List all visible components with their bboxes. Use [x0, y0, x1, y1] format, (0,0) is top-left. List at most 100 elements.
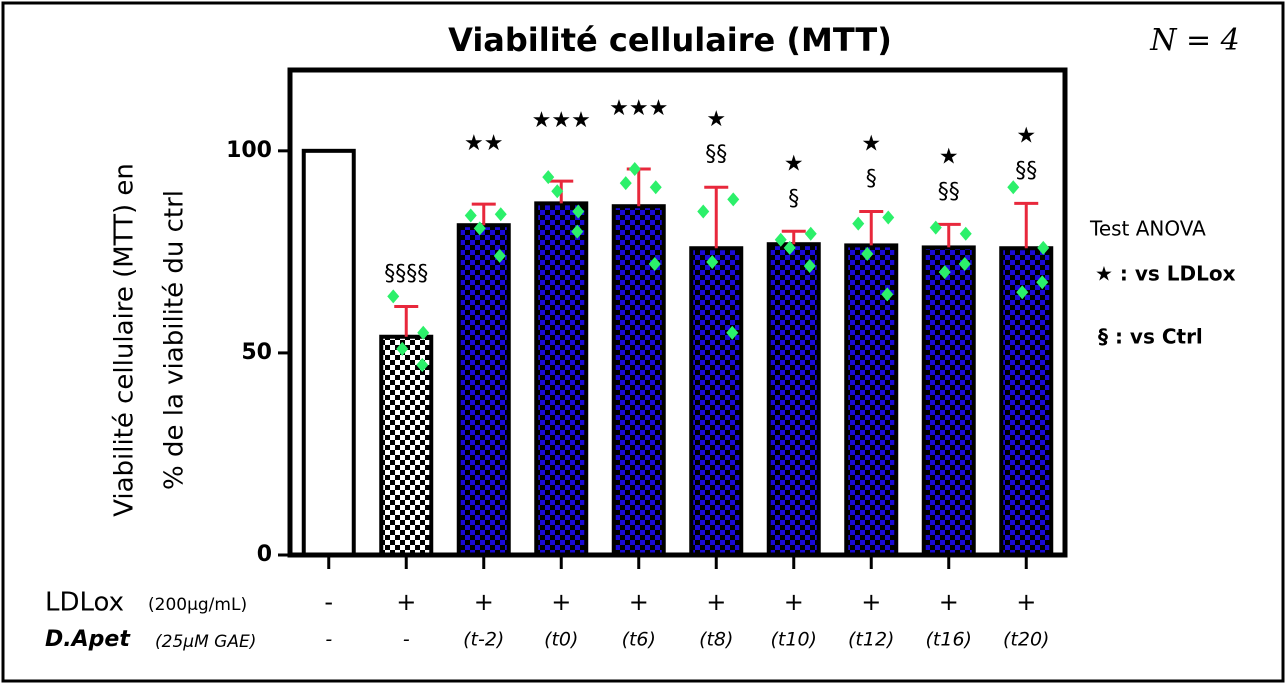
condition-value: +	[474, 588, 494, 616]
condition-value: +	[784, 588, 804, 616]
annotation: §§	[1015, 158, 1037, 183]
annotation: ★	[706, 107, 726, 132]
annotation: §	[788, 186, 799, 211]
condition-value: -	[324, 588, 333, 616]
data-point	[929, 220, 942, 235]
legend-entry: § : vs Ctrl	[1098, 325, 1203, 349]
condition-unit: (200µg/mL)	[148, 595, 247, 615]
y-label-line: Viabilité cellulaire (MTT) en	[110, 163, 140, 517]
data-point	[1007, 180, 1020, 195]
error-bar	[781, 229, 806, 245]
annotation: §§	[938, 179, 960, 204]
data-point	[706, 254, 719, 269]
bar	[611, 204, 666, 557]
data-point	[881, 287, 894, 302]
data-point	[852, 216, 865, 231]
y-tick-label: 0	[257, 542, 272, 567]
error-bar	[394, 304, 419, 337]
data-point	[958, 257, 971, 271]
data-point	[861, 246, 874, 261]
condition-value: (t16)	[926, 629, 972, 651]
bar	[301, 148, 356, 557]
data-point	[726, 325, 739, 340]
data-point	[396, 341, 409, 356]
annotation: §	[866, 166, 877, 191]
condition-value: (t10)	[771, 629, 817, 651]
data-point	[803, 259, 816, 274]
data-point	[727, 192, 740, 207]
error-bar	[471, 202, 496, 226]
data-point	[959, 226, 972, 241]
bar	[379, 334, 434, 557]
condition-label: LDLox	[45, 588, 124, 618]
annotation: ★	[861, 131, 881, 156]
data-point	[697, 204, 710, 219]
data-point	[473, 221, 486, 236]
condition-value: +	[1016, 588, 1036, 616]
data-point	[493, 248, 506, 263]
error-bar	[626, 167, 651, 207]
condition-value: -	[325, 629, 332, 651]
condition-value: (t0)	[544, 629, 578, 651]
condition-value: (t20)	[1003, 629, 1049, 651]
data-point	[551, 184, 564, 199]
y-label-line: % de la viabilité du ctrl	[160, 190, 190, 490]
data-point	[464, 208, 477, 223]
data-point	[387, 289, 400, 304]
condition-label: D.Apet	[45, 627, 131, 652]
data-point	[494, 207, 507, 222]
error-bar	[859, 209, 884, 246]
y-label: Viabilité cellulaire (MTT) en % de la vi…	[110, 163, 190, 517]
y-tick-label: 100	[226, 138, 272, 163]
condition-value: +	[939, 588, 959, 616]
condition-value: (t12)	[848, 629, 894, 651]
y-tick-label: 50	[241, 340, 272, 365]
condition-value: +	[396, 588, 416, 616]
data-point	[1016, 285, 1029, 300]
error-bar	[1014, 201, 1039, 249]
chart-title: Viabilité cellulaire (MTT)	[448, 21, 892, 59]
bar	[456, 223, 511, 557]
data-point	[417, 325, 430, 340]
data-point	[619, 176, 632, 191]
condition-value: +	[861, 588, 881, 616]
data-point	[571, 224, 584, 239]
bar	[766, 242, 821, 557]
condition-value: -	[403, 629, 410, 651]
data-point	[1037, 240, 1050, 255]
condition-unit: (25µM GAE)	[155, 632, 256, 652]
annotation: §§	[705, 142, 727, 167]
condition-value: +	[551, 588, 571, 616]
annotation: ★	[784, 151, 804, 176]
bar	[921, 245, 976, 557]
condition-value: (t-2)	[463, 629, 504, 651]
data-point	[648, 257, 661, 271]
legend-title: Test ANOVA	[1089, 217, 1206, 241]
condition-value: +	[706, 588, 726, 616]
bar	[689, 246, 744, 558]
data-point	[416, 358, 429, 373]
data-point	[542, 170, 555, 185]
annotation: ★	[1016, 123, 1036, 148]
annotation: ★	[939, 144, 959, 169]
error-bar	[936, 222, 961, 248]
condition-value: (t8)	[699, 629, 733, 651]
data-point	[882, 210, 895, 225]
data-point	[774, 232, 787, 247]
annotation: ★★★	[532, 108, 591, 133]
data-point	[804, 226, 817, 241]
condition-value: +	[629, 588, 649, 616]
data-point	[572, 204, 585, 219]
data-point	[649, 180, 662, 195]
annotation: ★★	[464, 131, 503, 156]
data-point	[1036, 275, 1049, 290]
legend-entry: ★ : vs LDLox	[1095, 262, 1236, 286]
plot-frame	[287, 67, 1068, 558]
annotation: §§§§	[384, 261, 428, 286]
data-point	[783, 240, 796, 255]
data-point	[938, 265, 951, 280]
condition-value: (t6)	[622, 629, 656, 651]
corner-note: N = 4	[1149, 23, 1240, 58]
